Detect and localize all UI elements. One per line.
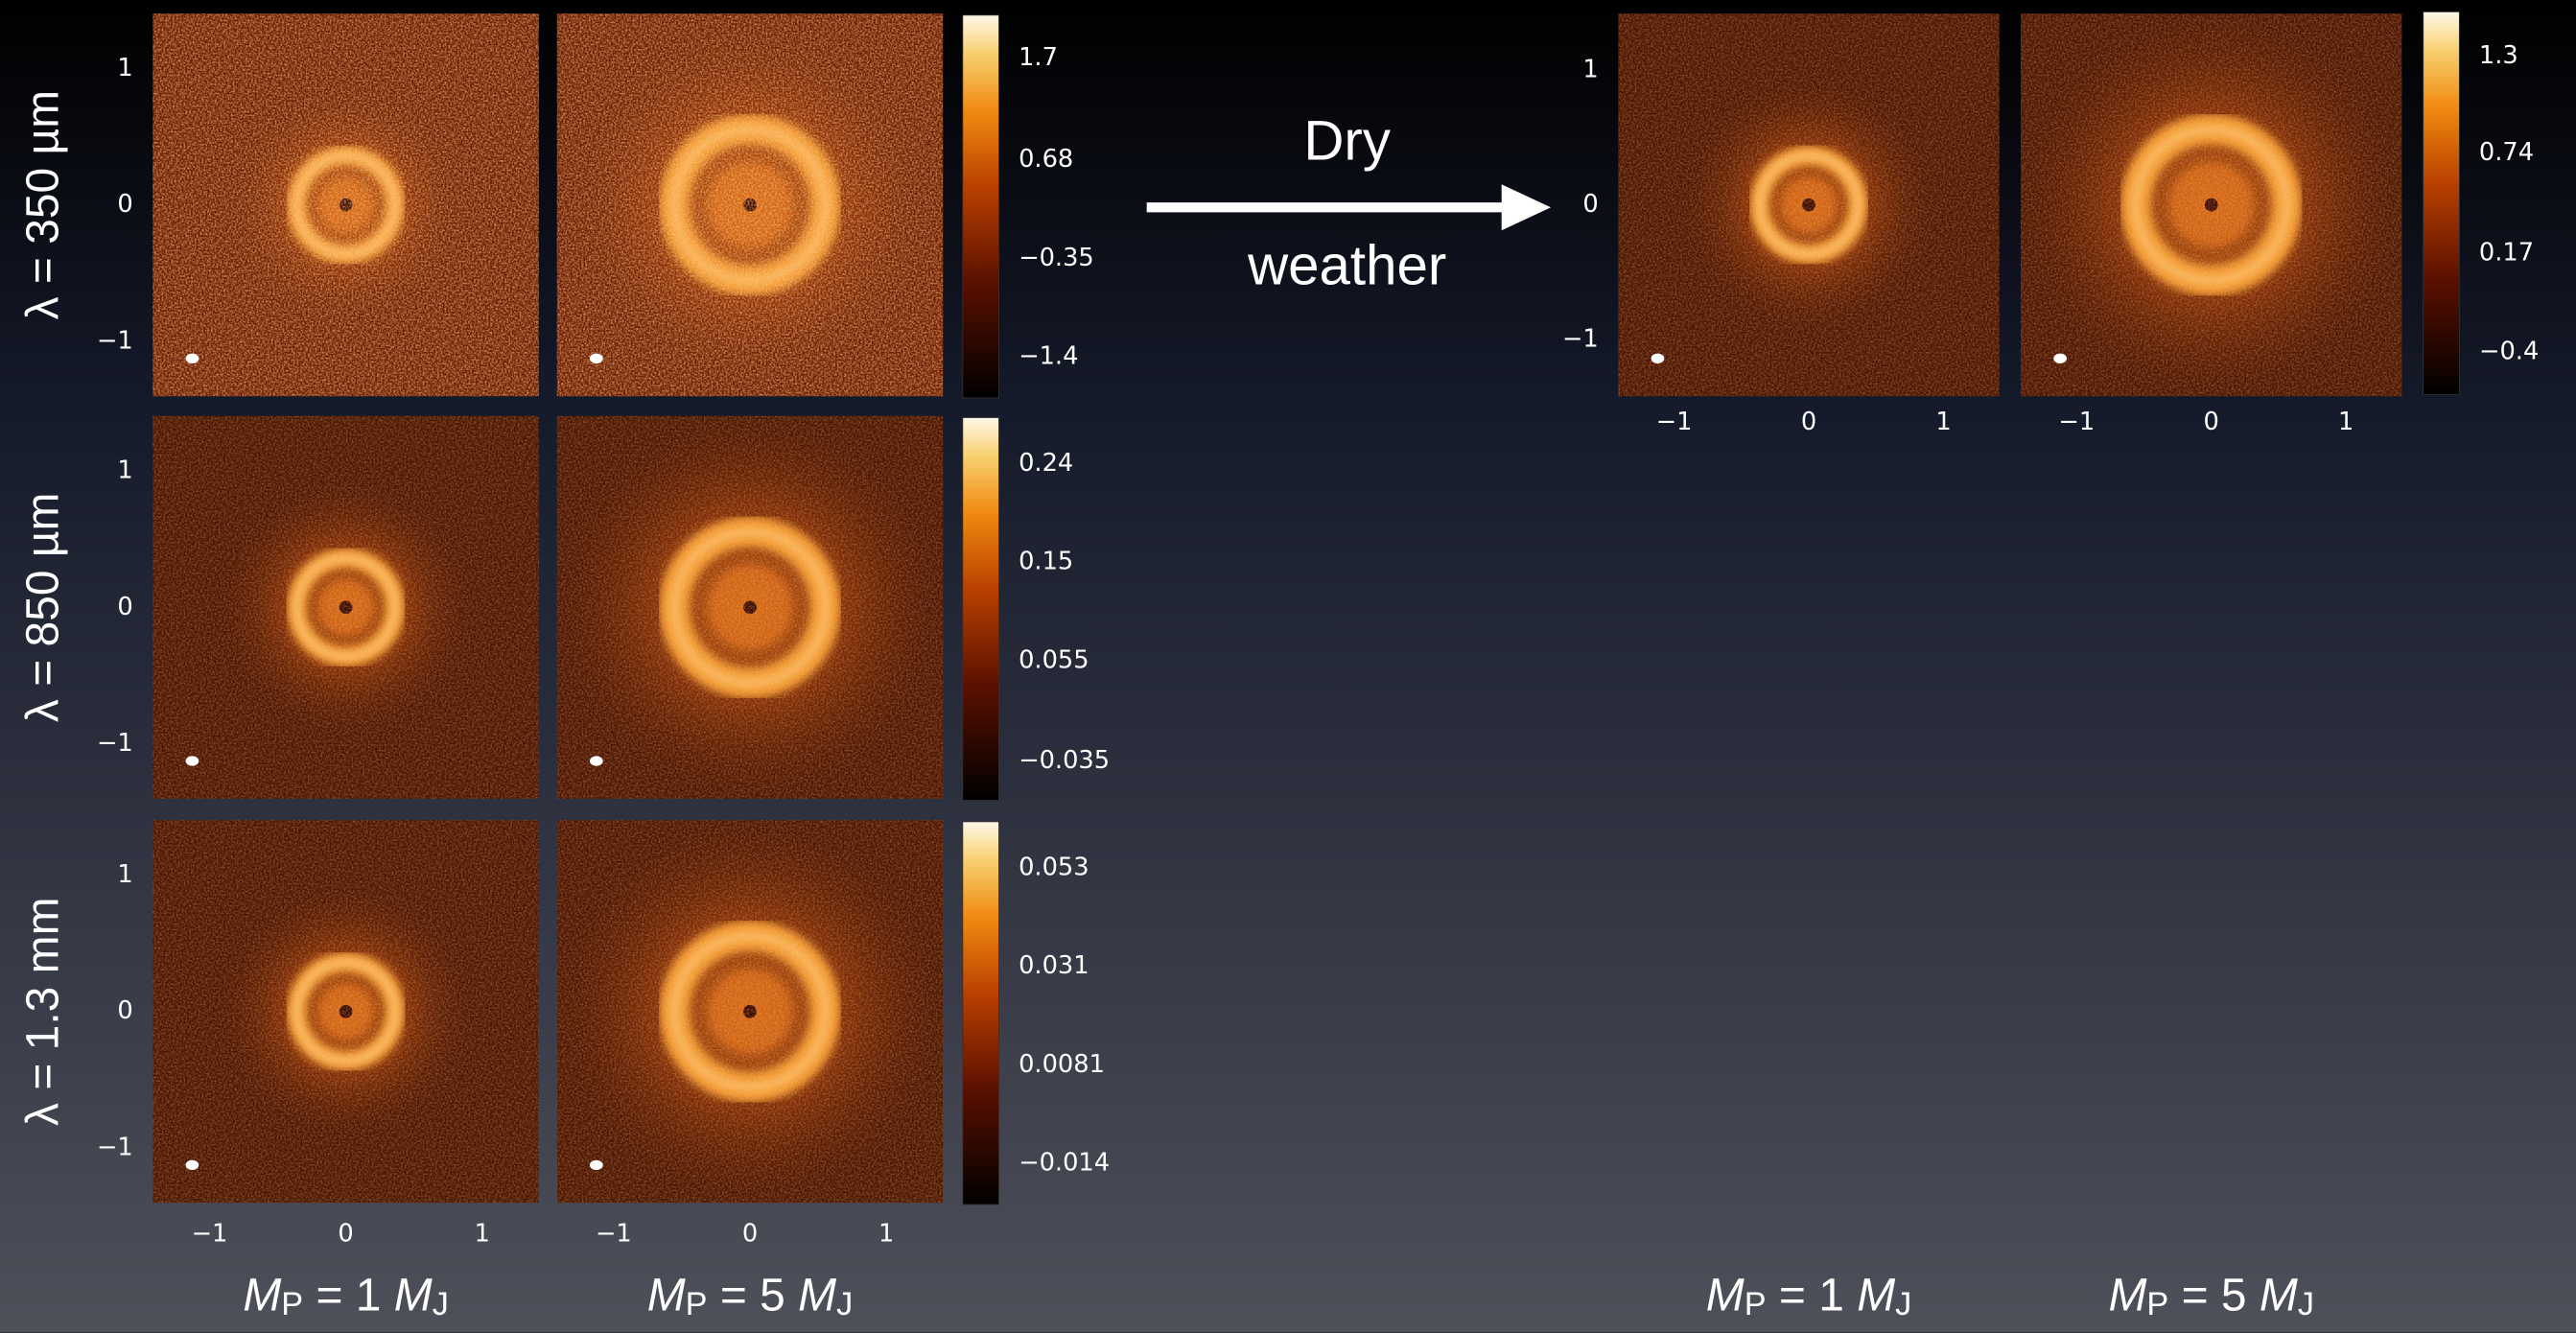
beam xyxy=(2053,354,2067,363)
image-panel xyxy=(152,416,539,799)
colorbar-tick-label: 0.0081 xyxy=(1019,1050,1105,1079)
y-tick-label: −1 xyxy=(1562,325,1599,354)
image-panel xyxy=(553,410,947,804)
label-part: = 1 xyxy=(1767,1270,1858,1321)
label-part: P xyxy=(1745,1286,1767,1322)
beam xyxy=(590,354,603,363)
label-part: = 5 xyxy=(2168,1270,2260,1321)
colorbar xyxy=(963,822,999,1204)
image-panel xyxy=(152,13,539,396)
y-tick-label: 0 xyxy=(117,996,132,1025)
colorbar-tick-label: −0.014 xyxy=(1019,1149,1110,1178)
arrow-label: weather xyxy=(1247,235,1446,297)
x-tick-label: 1 xyxy=(878,1219,894,1248)
noise xyxy=(557,416,944,799)
image-panel xyxy=(2015,9,2408,402)
noise xyxy=(557,820,944,1203)
label-part: J xyxy=(1895,1286,1911,1322)
y-tick-label: 0 xyxy=(1582,190,1598,219)
y-tick-label: 1 xyxy=(117,860,132,889)
y-tick-label: 0 xyxy=(117,593,132,621)
beam xyxy=(186,1160,199,1170)
noise xyxy=(152,820,539,1203)
y-tick-label: 1 xyxy=(117,54,132,82)
x-tick-label: 1 xyxy=(475,1219,490,1248)
image-panel xyxy=(553,815,947,1208)
label-part: M xyxy=(1857,1270,1895,1321)
image-panel xyxy=(152,820,539,1203)
row-label: λ = 1.3 mm xyxy=(18,897,69,1126)
beam xyxy=(590,1160,603,1170)
label-part: = 1 xyxy=(303,1270,394,1321)
label-part: P xyxy=(2146,1286,2168,1322)
colorbar-tick-label: 0.17 xyxy=(2479,239,2534,268)
colorbar xyxy=(2424,12,2460,394)
colorbar-tick-label: 1.3 xyxy=(2479,41,2518,70)
y-tick-label: −1 xyxy=(97,1133,133,1161)
y-tick-label: −1 xyxy=(97,729,133,758)
x-tick-label: −1 xyxy=(2058,408,2095,436)
beam xyxy=(186,756,199,765)
colorbar-tick-label: −0.4 xyxy=(2479,337,2539,365)
arrow-label: Dry xyxy=(1303,110,1391,173)
x-tick-label: 1 xyxy=(1935,408,1951,436)
colorbar xyxy=(963,417,999,800)
label-part: = 5 xyxy=(708,1270,799,1321)
colorbar-tick-label: 0.055 xyxy=(1019,646,1089,675)
y-tick-label: 1 xyxy=(1582,56,1598,84)
column-label: MP = 1 MJ xyxy=(1706,1270,1912,1322)
noise xyxy=(557,13,944,396)
page: {"arrow":{"top":"Dry","bottom":"weather"… xyxy=(0,0,2576,1333)
label-part: M xyxy=(2260,1270,2298,1321)
image-panel xyxy=(1618,13,1999,396)
slide: Dry weather λ = 350 µm 1 0 −1 1.7 0.68 −0.35 −1… xyxy=(0,0,2576,1333)
y-tick-label: 0 xyxy=(117,190,132,219)
colorbar-tick-label: 1.7 xyxy=(1019,43,1058,72)
y-tick-label: 1 xyxy=(117,456,132,485)
label-part: M xyxy=(2108,1270,2146,1321)
colorbar-tick-label: −1.4 xyxy=(1019,342,1078,371)
label-part: P xyxy=(281,1286,303,1322)
image-panel xyxy=(553,9,947,402)
column-label: MP = 1 MJ xyxy=(243,1270,449,1322)
y-tick-label: −1 xyxy=(97,326,133,355)
x-tick-label: −1 xyxy=(1656,408,1693,436)
label-part: M xyxy=(1706,1270,1745,1321)
label-part: M xyxy=(243,1270,281,1321)
x-tick-label: 0 xyxy=(2204,408,2219,436)
colorbar-tick-label: 0.74 xyxy=(2479,138,2534,167)
label-part: M xyxy=(394,1270,433,1321)
x-tick-label: 1 xyxy=(2338,408,2354,436)
beam xyxy=(590,756,603,765)
column-label: MP = 5 MJ xyxy=(2108,1270,2314,1322)
colorbar-tick-label: −0.035 xyxy=(1019,746,1110,775)
colorbar-tick-label: −0.35 xyxy=(1019,244,1094,272)
label-part: M xyxy=(647,1270,686,1321)
beam xyxy=(186,354,199,363)
row-label: λ = 350 µm xyxy=(18,90,69,320)
colorbar xyxy=(963,15,999,398)
colorbar-tick-label: 0.68 xyxy=(1019,145,1073,174)
label-part: J xyxy=(836,1286,853,1322)
x-tick-label: −1 xyxy=(596,1219,632,1248)
label-part: J xyxy=(433,1286,449,1322)
label-part: P xyxy=(686,1286,708,1322)
noise xyxy=(152,13,539,396)
x-tick-label: 0 xyxy=(1801,408,1816,436)
label-part: M xyxy=(798,1270,836,1321)
row-label: λ = 850 µm xyxy=(18,493,69,723)
colorbar-tick-label: 0.053 xyxy=(1019,853,1089,881)
colorbar-tick-label: 0.031 xyxy=(1019,951,1089,980)
colorbar-tick-label: 0.24 xyxy=(1019,449,1073,478)
noise xyxy=(1618,13,1999,396)
label-part: J xyxy=(2298,1286,2314,1322)
x-tick-label: 0 xyxy=(742,1219,758,1248)
noise xyxy=(2021,13,2401,396)
x-tick-label: −1 xyxy=(191,1219,227,1248)
noise xyxy=(152,416,539,799)
beam xyxy=(1651,354,1665,363)
column-label: MP = 5 MJ xyxy=(647,1270,854,1322)
colorbar-tick-label: 0.15 xyxy=(1019,548,1073,576)
x-tick-label: 0 xyxy=(338,1219,353,1248)
